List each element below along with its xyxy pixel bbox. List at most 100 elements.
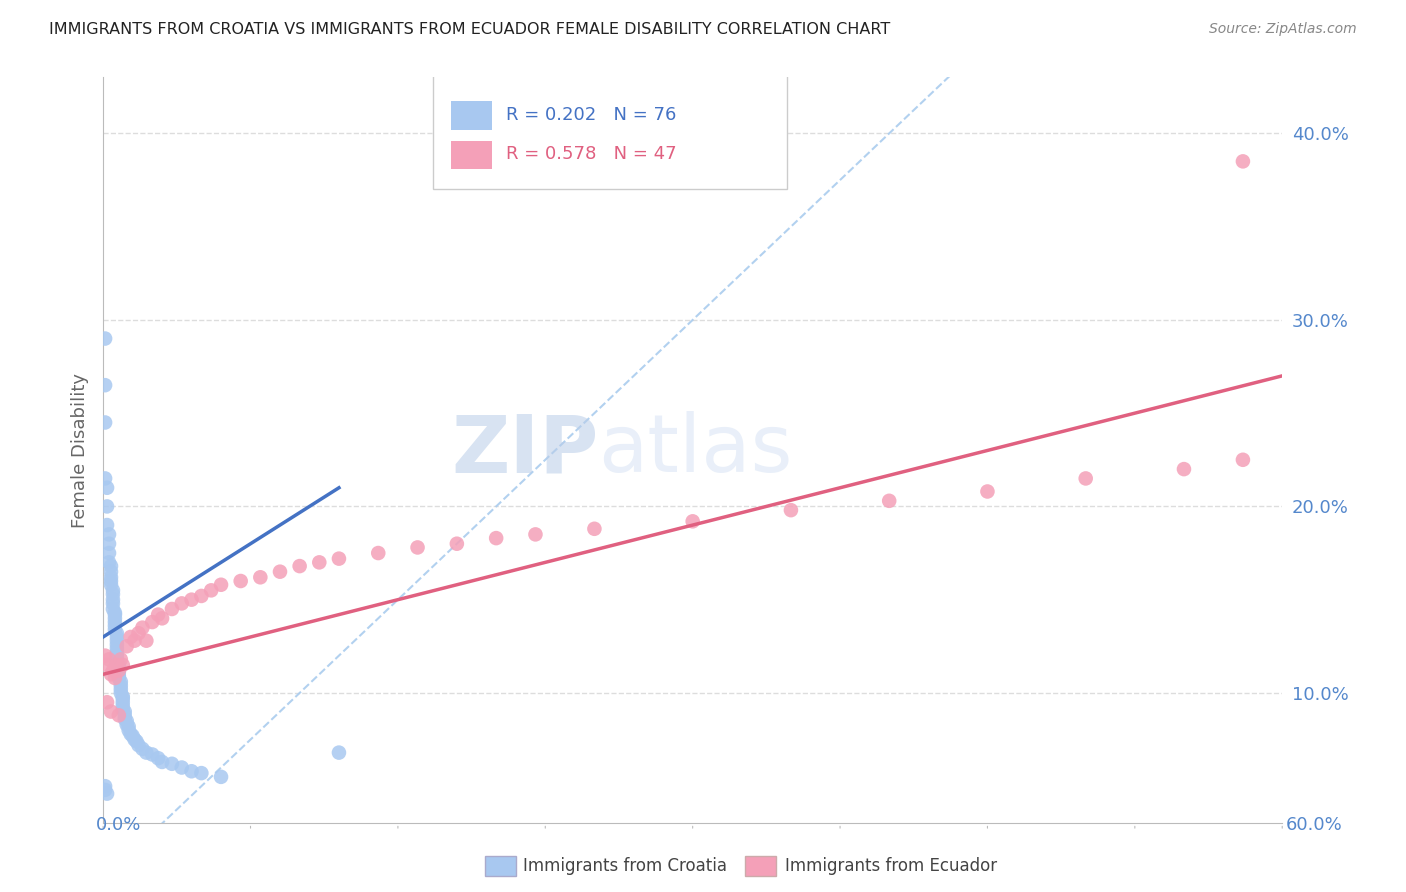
Point: [94, 783, 117, 797]
Point: [131, 742, 153, 756]
Point: [104, 615, 127, 629]
Point: [101, 602, 124, 616]
Point: [100, 559, 122, 574]
Point: [100, 570, 122, 584]
Point: [105, 645, 128, 659]
Text: Immigrants from Ecuador: Immigrants from Ecuador: [785, 857, 997, 875]
FancyBboxPatch shape: [451, 102, 492, 129]
Point: [150, 755, 173, 769]
Text: Immigrants from Croatia: Immigrants from Croatia: [523, 857, 727, 875]
Y-axis label: Female Disability: Female Disability: [72, 373, 89, 528]
Point: [180, 764, 202, 779]
Point: [124, 633, 146, 648]
Point: [98, 527, 121, 541]
Point: [105, 637, 128, 651]
Point: [94, 648, 117, 663]
Point: [98, 546, 121, 560]
Point: [976, 484, 998, 499]
Point: [135, 633, 157, 648]
Point: [108, 665, 131, 680]
Point: [111, 703, 134, 717]
Point: [146, 607, 169, 622]
Point: [105, 657, 128, 672]
Point: [108, 662, 131, 676]
Point: [96, 481, 118, 495]
Point: [104, 619, 127, 633]
Point: [209, 770, 232, 784]
Point: [209, 578, 232, 592]
Point: [105, 656, 128, 670]
Point: [583, 522, 606, 536]
Point: [105, 630, 128, 644]
Point: [160, 756, 183, 771]
Point: [115, 714, 138, 728]
Point: [110, 652, 132, 666]
Point: [108, 671, 131, 685]
Point: [108, 708, 131, 723]
Point: [1074, 471, 1097, 485]
Point: [101, 596, 124, 610]
Point: [105, 641, 128, 656]
Point: [111, 657, 134, 672]
Point: [128, 738, 150, 752]
Point: [367, 546, 389, 560]
Point: [190, 766, 212, 780]
Point: [100, 574, 122, 588]
Point: [100, 667, 122, 681]
Text: IMMIGRANTS FROM CROATIA VS IMMIGRANTS FROM ECUADOR FEMALE DISABILITY CORRELATION: IMMIGRANTS FROM CROATIA VS IMMIGRANTS FR…: [49, 22, 890, 37]
Point: [111, 695, 134, 709]
Point: [110, 678, 132, 692]
Point: [104, 623, 127, 637]
Point: [96, 500, 118, 514]
Point: [308, 555, 330, 569]
Point: [328, 551, 350, 566]
Point: [229, 574, 252, 588]
Point: [96, 787, 118, 801]
Point: [190, 589, 212, 603]
Point: [104, 671, 127, 685]
Point: [94, 332, 117, 346]
Point: [100, 578, 122, 592]
Point: [101, 592, 124, 607]
Point: [105, 652, 128, 666]
Point: [114, 705, 136, 719]
Point: [200, 583, 222, 598]
Point: [406, 541, 429, 555]
Point: [101, 587, 124, 601]
Point: [170, 760, 193, 774]
Point: [98, 652, 121, 666]
Point: [160, 602, 183, 616]
Point: [135, 746, 157, 760]
Point: [128, 626, 150, 640]
Point: [111, 698, 134, 713]
Point: [111, 690, 134, 704]
Point: [94, 416, 117, 430]
Point: [682, 514, 704, 528]
Point: [105, 648, 128, 663]
Point: [1232, 154, 1254, 169]
Point: [120, 727, 142, 741]
Point: [120, 630, 142, 644]
Point: [146, 751, 169, 765]
Text: R = 0.578   N = 47: R = 0.578 N = 47: [506, 145, 678, 163]
Point: [141, 615, 163, 629]
Point: [100, 565, 122, 579]
Point: [94, 471, 117, 485]
Point: [114, 708, 136, 723]
Point: [110, 686, 132, 700]
Point: [288, 559, 311, 574]
Point: [111, 691, 134, 706]
Point: [118, 723, 141, 738]
Point: [105, 626, 128, 640]
Point: [101, 583, 124, 598]
Point: [94, 779, 117, 793]
Point: [131, 621, 153, 635]
Point: [1173, 462, 1195, 476]
Point: [100, 705, 122, 719]
Point: [94, 378, 117, 392]
Point: [96, 518, 118, 533]
FancyBboxPatch shape: [433, 74, 787, 189]
Point: [118, 719, 141, 733]
Point: [108, 657, 131, 672]
Point: [269, 565, 291, 579]
